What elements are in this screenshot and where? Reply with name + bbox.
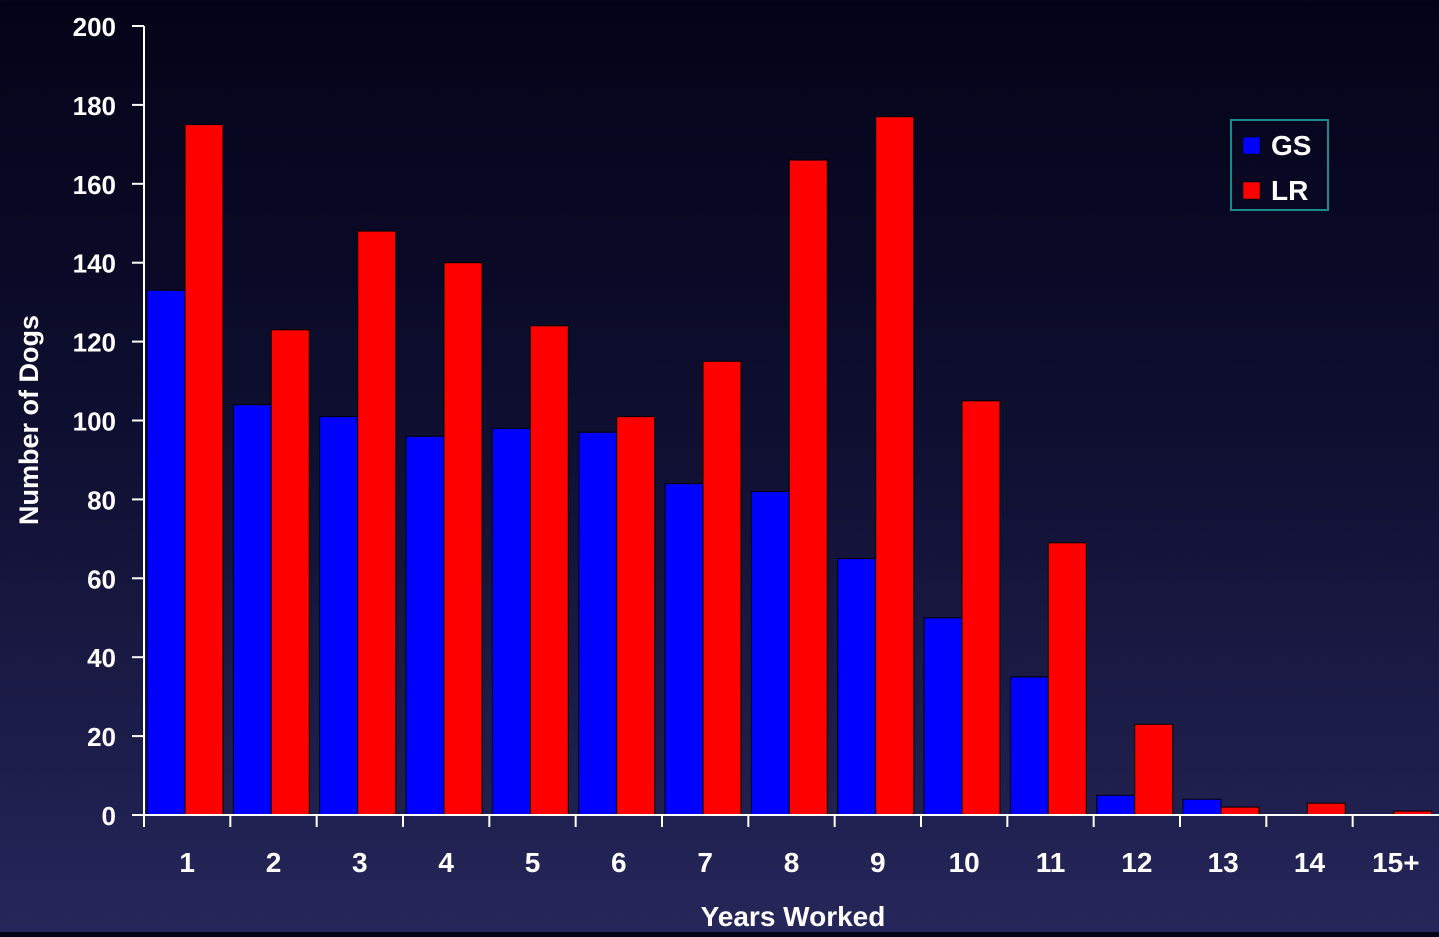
bar-gs-1	[146, 289, 186, 816]
bar-lr-6	[616, 416, 656, 816]
bar-gs-6	[578, 431, 618, 816]
y-tick-label: 120	[73, 328, 116, 358]
x-tick-label: 12	[1121, 847, 1152, 878]
legend-swatch-lr	[1242, 181, 1261, 200]
bars-layer	[146, 116, 1433, 816]
x-axis-title: Years Worked	[701, 901, 886, 932]
x-tick-label: 6	[611, 847, 627, 878]
legend: GS LR	[1230, 119, 1329, 211]
bar-gs-2	[232, 404, 272, 816]
bar-gs-13	[1182, 798, 1222, 816]
y-tick-label: 0	[102, 801, 116, 831]
bar-lr-4	[443, 262, 483, 816]
bar-gs-12	[1096, 794, 1136, 816]
bar-lr-2	[270, 329, 310, 816]
bar-gs-11	[1009, 676, 1049, 816]
bar-gs-4	[405, 435, 445, 816]
bar-lr-7	[702, 360, 742, 816]
bar-lr-11	[1047, 542, 1087, 816]
bar-gs-10	[923, 617, 963, 816]
x-tick-label: 2	[266, 847, 282, 878]
bar-gs-7	[664, 483, 704, 816]
bar-lr-10	[961, 400, 1001, 816]
bar-lr-13	[1220, 806, 1260, 816]
bar-gs-9	[837, 558, 877, 816]
y-tick-label: 40	[87, 643, 116, 673]
x-tick-label: 10	[949, 847, 980, 878]
bar-gs-3	[319, 416, 359, 816]
y-tick-label: 80	[87, 485, 116, 515]
bar-lr-1	[184, 124, 224, 816]
y-tick-label: 20	[87, 722, 116, 752]
y-tick-label: 180	[73, 91, 116, 121]
legend-label-lr: LR	[1271, 175, 1308, 206]
y-tick-label: 200	[73, 12, 116, 42]
x-tick-label: 3	[352, 847, 368, 878]
bar-lr-12	[1134, 723, 1174, 816]
legend-label-gs: GS	[1271, 130, 1311, 161]
x-tick-label: 5	[525, 847, 541, 878]
x-tick-label: 8	[784, 847, 800, 878]
x-tick-label: 1	[179, 847, 195, 878]
x-tick-label: 11	[1036, 847, 1066, 878]
x-tick-label: 14	[1294, 847, 1326, 878]
x-tick-label: 9	[870, 847, 886, 878]
bar-lr-8	[788, 159, 828, 816]
legend-box	[1230, 119, 1329, 211]
x-tick-label: 4	[438, 847, 454, 878]
y-tick-label: 140	[73, 249, 116, 279]
bar-lr-5	[529, 325, 569, 816]
y-tick-label: 160	[73, 170, 116, 200]
bar-gs-5	[491, 427, 531, 816]
x-tick-label: 15+	[1372, 847, 1420, 878]
y-tick-label: 100	[73, 407, 116, 437]
bar-gs-8	[750, 491, 790, 816]
bar-lr-14	[1306, 802, 1346, 816]
y-tick-label: 60	[87, 564, 116, 594]
bar-lr-9	[875, 116, 915, 816]
legend-swatch-gs	[1242, 136, 1261, 155]
x-tick-label: 7	[697, 847, 713, 878]
bar-lr-3	[357, 230, 397, 816]
y-axis-title: Number of Dogs	[14, 315, 44, 525]
x-tick-label: 13	[1208, 847, 1239, 878]
